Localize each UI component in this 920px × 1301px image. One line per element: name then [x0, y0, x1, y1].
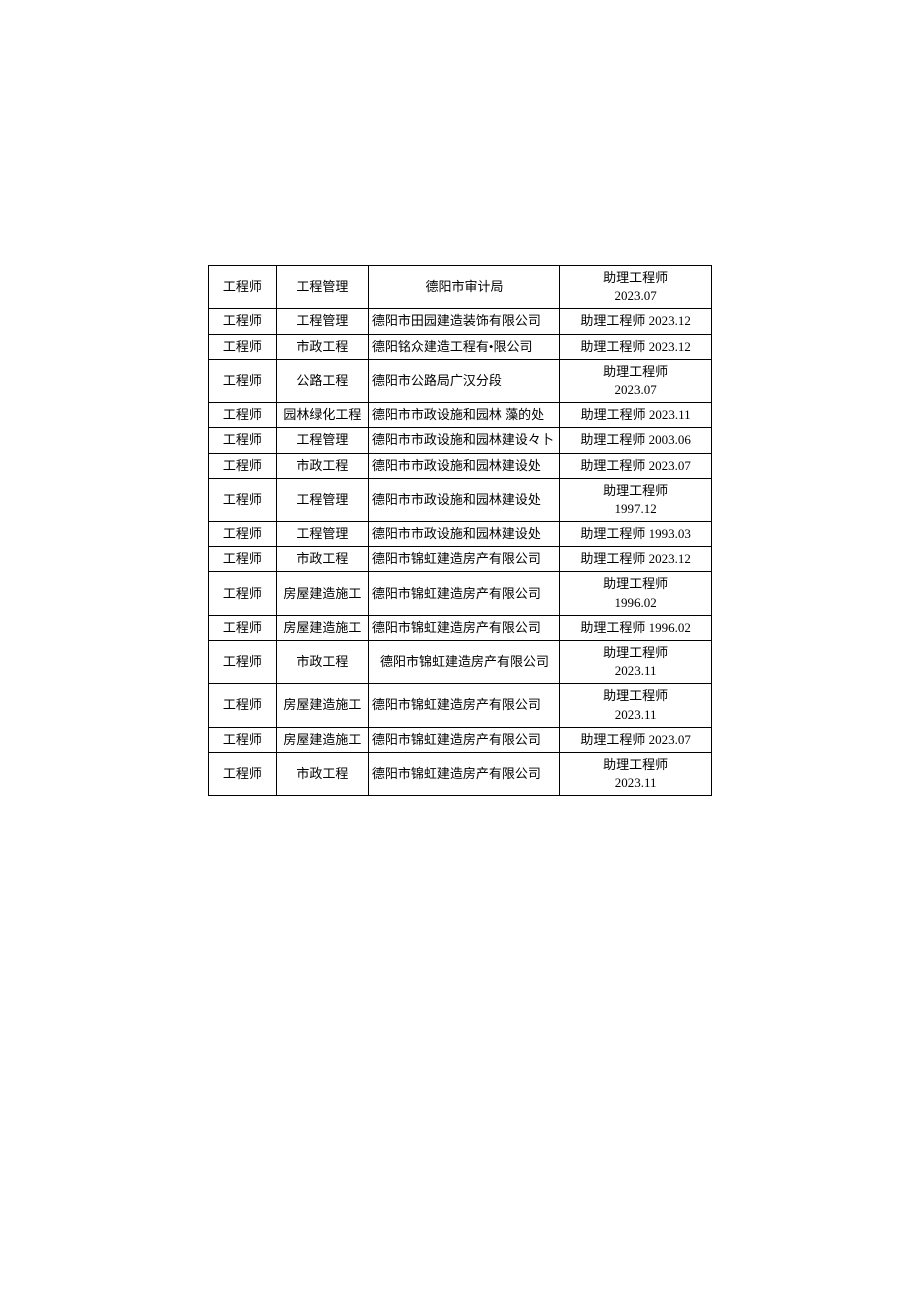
cell-specialty: 工程管理 [276, 478, 368, 521]
cell-title: 工程师 [209, 478, 277, 521]
cell-title: 工程师 [209, 309, 277, 334]
cell-title: 工程师 [209, 752, 277, 795]
table-row: 工程师市政工程德阳市锦虹建造房产有限公司助理工程师2023.11 [209, 641, 712, 684]
cell-qualification: 助理工程师 2003.06 [560, 428, 712, 453]
table-row: 工程师公路工程德阳市公路局广汉分段助理工程师2023.07 [209, 359, 712, 402]
table-row: 工程师工程管理德阳市市政设施和园林建设处助理工程师 1993.03 [209, 522, 712, 547]
qualification-title: 助理工程师 [562, 687, 709, 705]
cell-organization: 德阳市田园建造装饰有限公司 [368, 309, 559, 334]
cell-qualification: 助理工程师 2023.07 [560, 727, 712, 752]
cell-specialty: 市政工程 [276, 547, 368, 572]
cell-qualification: 助理工程师2023.11 [560, 752, 712, 795]
table-row: 工程师工程管理德阳市市政设施和园林建设处助理工程师1997.12 [209, 478, 712, 521]
cell-specialty: 市政工程 [276, 641, 368, 684]
cell-organization: 德阳市锦虹建造房产有限公司 [368, 572, 559, 615]
cell-organization: 德阳市市政设施和园林建设处 [368, 453, 559, 478]
cell-specialty: 房屋建造施工 [276, 684, 368, 727]
cell-specialty: 市政工程 [276, 334, 368, 359]
cell-specialty: 市政工程 [276, 453, 368, 478]
qualification-date: 1996.02 [562, 594, 709, 612]
table-row: 工程师房屋建造施工德阳市锦虹建造房产有限公司助理工程师1996.02 [209, 572, 712, 615]
cell-title: 工程师 [209, 641, 277, 684]
cell-title: 工程师 [209, 572, 277, 615]
table-row: 工程师市政工程德阳市锦虹建造房产有限公司助理工程师2023.11 [209, 752, 712, 795]
cell-qualification: 助理工程师1996.02 [560, 572, 712, 615]
cell-organization: 德阳铭众建造工程有•限公司 [368, 334, 559, 359]
cell-qualification: 助理工程师 1993.03 [560, 522, 712, 547]
cell-organization: 德阳市审计局 [368, 266, 559, 309]
cell-organization: 德阳市市政设施和园林建设处 [368, 522, 559, 547]
table-row: 工程师市政工程德阳铭众建造工程有•限公司助理工程师 2023.12 [209, 334, 712, 359]
cell-organization: 德阳市市政设施和园林建设々卜 [368, 428, 559, 453]
cell-organization: 德阳市锦虹建造房产有限公司 [368, 547, 559, 572]
cell-title: 工程师 [209, 727, 277, 752]
qualification-title: 助理工程师 [562, 575, 709, 593]
cell-organization: 德阳市市政设施和园林 藻的处 [368, 403, 559, 428]
cell-specialty: 工程管理 [276, 428, 368, 453]
cell-title: 工程师 [209, 428, 277, 453]
cell-qualification: 助理工程师1997.12 [560, 478, 712, 521]
table-body: 工程师工程管理德阳市审计局助理工程师2023.07工程师工程管理德阳市田园建造装… [209, 266, 712, 796]
cell-qualification: 助理工程师2023.07 [560, 359, 712, 402]
cell-specialty: 公路工程 [276, 359, 368, 402]
cell-specialty: 房屋建造施工 [276, 572, 368, 615]
qualification-date: 2023.07 [562, 287, 709, 305]
cell-qualification: 助理工程师 2023.12 [560, 547, 712, 572]
cell-title: 工程师 [209, 453, 277, 478]
cell-qualification: 助理工程师 2023.07 [560, 453, 712, 478]
qualification-date: 2023.07 [562, 381, 709, 399]
cell-specialty: 工程管理 [276, 266, 368, 309]
cell-specialty: 市政工程 [276, 752, 368, 795]
cell-qualification: 助理工程师 2023.11 [560, 403, 712, 428]
qualification-title: 助理工程师 [562, 363, 709, 381]
table-row: 工程师工程管理德阳市审计局助理工程师2023.07 [209, 266, 712, 309]
cell-specialty: 工程管理 [276, 309, 368, 334]
cell-organization: 德阳市锦虹建造房产有限公司 [368, 727, 559, 752]
cell-organization: 德阳市市政设施和园林建设处 [368, 478, 559, 521]
cell-organization: 德阳市锦虹建造房产有限公司 [368, 615, 559, 640]
cell-organization: 德阳市公路局广汉分段 [368, 359, 559, 402]
cell-title: 工程师 [209, 522, 277, 547]
cell-organization: 德阳市锦虹建造房产有限公司 [368, 641, 559, 684]
qualification-title: 助理工程师 [562, 644, 709, 662]
table-row: 工程师工程管理德阳市市政设施和园林建设々卜助理工程师 2003.06 [209, 428, 712, 453]
data-table: 工程师工程管理德阳市审计局助理工程师2023.07工程师工程管理德阳市田园建造装… [208, 265, 712, 796]
cell-qualification: 助理工程师 2023.12 [560, 309, 712, 334]
table-row: 工程师市政工程德阳市锦虹建造房产有限公司助理工程师 2023.12 [209, 547, 712, 572]
qualification-title: 助理工程师 [562, 482, 709, 500]
cell-organization: 德阳市锦虹建造房产有限公司 [368, 752, 559, 795]
qualification-date: 2023.11 [562, 662, 709, 680]
cell-qualification: 助理工程师 2023.12 [560, 334, 712, 359]
qualification-title: 助理工程师 [562, 756, 709, 774]
table-row: 工程师房屋建造施工德阳市锦虹建造房产有限公司助理工程师2023.11 [209, 684, 712, 727]
qualification-date: 1997.12 [562, 500, 709, 518]
cell-title: 工程师 [209, 547, 277, 572]
cell-organization: 德阳市锦虹建造房产有限公司 [368, 684, 559, 727]
qualification-date: 2023.11 [562, 706, 709, 724]
table-row: 工程师房屋建造施工德阳市锦虹建造房产有限公司助理工程师 2023.07 [209, 727, 712, 752]
cell-specialty: 房屋建造施工 [276, 727, 368, 752]
cell-specialty: 工程管理 [276, 522, 368, 547]
cell-title: 工程师 [209, 334, 277, 359]
cell-qualification: 助理工程师2023.11 [560, 641, 712, 684]
qualification-title: 助理工程师 [562, 269, 709, 287]
table-row: 工程师市政工程德阳市市政设施和园林建设处助理工程师 2023.07 [209, 453, 712, 478]
cell-title: 工程师 [209, 403, 277, 428]
cell-title: 工程师 [209, 359, 277, 402]
document-page: 工程师工程管理德阳市审计局助理工程师2023.07工程师工程管理德阳市田园建造装… [0, 0, 920, 796]
table-row: 工程师园林绿化工程德阳市市政设施和园林 藻的处助理工程师 2023.11 [209, 403, 712, 428]
qualification-date: 2023.11 [562, 774, 709, 792]
cell-qualification: 助理工程师 1996.02 [560, 615, 712, 640]
cell-title: 工程师 [209, 684, 277, 727]
cell-qualification: 助理工程师2023.07 [560, 266, 712, 309]
table-row: 工程师工程管理德阳市田园建造装饰有限公司助理工程师 2023.12 [209, 309, 712, 334]
cell-specialty: 房屋建造施工 [276, 615, 368, 640]
cell-qualification: 助理工程师2023.11 [560, 684, 712, 727]
cell-title: 工程师 [209, 615, 277, 640]
table-row: 工程师房屋建造施工德阳市锦虹建造房产有限公司助理工程师 1996.02 [209, 615, 712, 640]
cell-title: 工程师 [209, 266, 277, 309]
cell-specialty: 园林绿化工程 [276, 403, 368, 428]
